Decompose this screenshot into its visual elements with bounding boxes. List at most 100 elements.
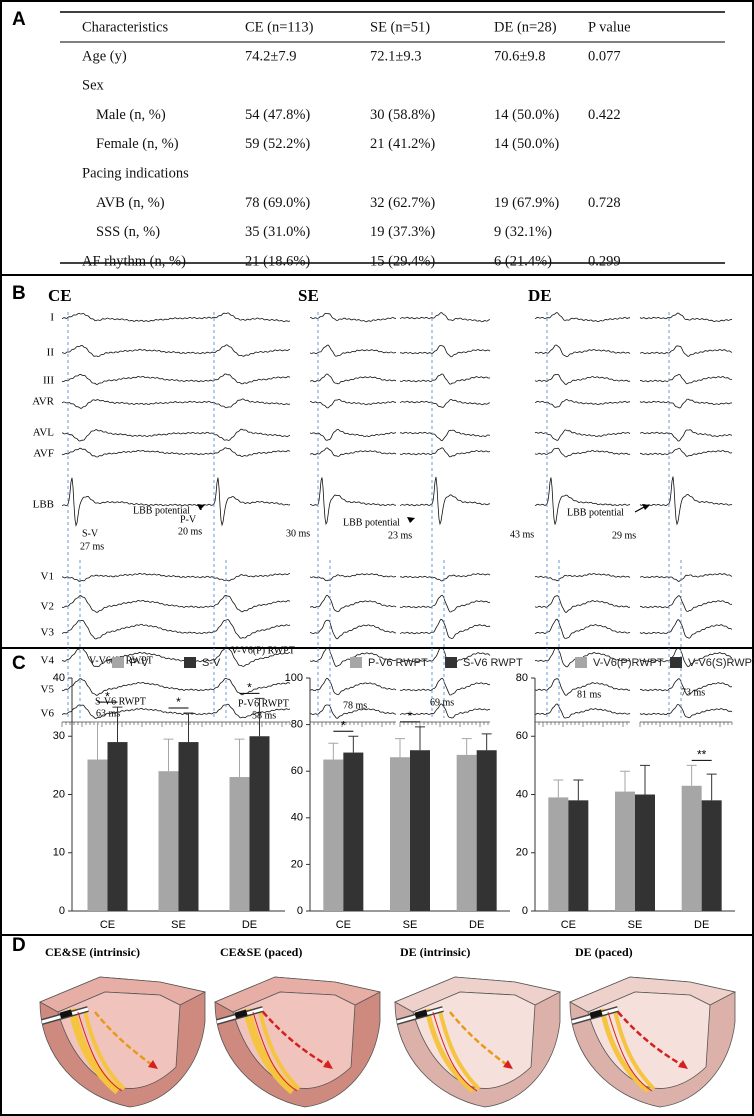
ecg-trace — [639, 398, 733, 409]
ecg-trace — [399, 312, 491, 323]
ecg-trace — [309, 594, 397, 613]
diagram-title: DE (paced) — [575, 945, 633, 959]
table-header: DE (n=28) — [494, 19, 557, 35]
table-cell: 15 (29.4%) — [370, 253, 435, 269]
lead-label: V5 — [41, 684, 55, 696]
x-tick-label: DE — [694, 919, 709, 931]
ecg-trace — [534, 312, 631, 323]
y-tick-label: 0 — [297, 905, 303, 917]
ecg-trace — [309, 619, 397, 640]
group-label: CE — [48, 286, 72, 305]
y-tick-label: 100 — [285, 672, 303, 684]
lead-label: II — [47, 347, 55, 359]
table-cell: 0.299 — [588, 253, 621, 269]
ecg-trace — [309, 573, 397, 582]
ecg-trace — [399, 447, 491, 458]
ecg-trace — [61, 594, 291, 613]
ecg-trace — [61, 619, 291, 640]
ecg-trace — [534, 678, 631, 696]
ecg-trace — [639, 703, 733, 719]
table-cell: 74.2±7.9 — [245, 48, 296, 64]
error-bar — [328, 742, 339, 760]
lead-label: AVL — [33, 427, 54, 439]
significance: * — [176, 695, 181, 709]
lead-label: I — [50, 312, 54, 324]
legend-label: S-V6 RWPT — [463, 657, 523, 669]
ecg-trace — [534, 447, 631, 458]
table-cell: 78 (69.0%) — [245, 195, 310, 211]
ecg-trace — [309, 704, 397, 719]
annotation: LBB potential — [343, 517, 400, 528]
bar — [323, 759, 344, 911]
table-header: SE (n=51) — [370, 19, 430, 35]
ecg-trace — [534, 573, 631, 582]
error-bar — [620, 770, 630, 792]
y-tick-label: 60 — [291, 765, 303, 777]
table-cell: 6 (21.4%) — [494, 253, 552, 269]
error-bar — [183, 712, 194, 743]
ecg-trace — [639, 345, 733, 357]
table-cell: 0.728 — [588, 195, 621, 211]
ecg-trace — [639, 619, 733, 639]
table-header: Characteristics — [82, 19, 169, 35]
x-tick-label: DE — [242, 919, 257, 931]
lead-label: V6 — [41, 708, 55, 720]
annotation: S-V — [82, 528, 99, 539]
lead-label: V4 — [41, 655, 55, 667]
lead-label: V1 — [41, 571, 54, 583]
bar — [410, 750, 430, 911]
bar — [548, 797, 569, 911]
legend-swatch — [445, 657, 457, 668]
ecg-trace — [61, 477, 291, 527]
bar — [456, 754, 477, 911]
activation-arrow — [77, 1011, 123, 1092]
arrow-head — [678, 1060, 688, 1069]
ecg-trace — [639, 429, 733, 442]
ecg-trace — [309, 677, 397, 696]
table-cell: Sex — [82, 78, 105, 94]
lead-label: V3 — [41, 627, 55, 639]
ecg-trace — [61, 677, 291, 696]
ecg-trace — [61, 312, 291, 323]
ecg-trace — [61, 344, 291, 358]
legend-swatch — [575, 657, 587, 668]
ecg-trace — [61, 428, 291, 442]
arrow-head — [407, 517, 415, 523]
annotation: 43 ms — [510, 529, 534, 540]
error-bar — [234, 738, 245, 778]
y-tick-label: 60 — [516, 730, 528, 742]
y-tick-label: 80 — [516, 672, 528, 684]
table-cell: SSS (n, %) — [96, 224, 160, 240]
legend-label: P-V6 RWPT — [368, 657, 428, 669]
annotation: 27 ms — [80, 541, 104, 552]
table-cell: 72.1±9.3 — [370, 48, 421, 64]
bar — [390, 757, 410, 911]
ecg-trace — [399, 476, 491, 526]
group-label: DE — [528, 286, 552, 305]
group-label: SE — [298, 286, 319, 305]
table-cell: 35 (31.0%) — [245, 224, 310, 240]
ecg-trace — [61, 447, 291, 458]
error-bar — [481, 733, 492, 751]
y-tick-label: 20 — [291, 858, 303, 870]
legend-label: P-V — [130, 657, 149, 669]
annotation: LBB potential — [133, 505, 190, 516]
bar — [615, 791, 635, 911]
ecg-trace — [534, 703, 631, 719]
table-cell: 70.6±9.8 — [494, 48, 545, 64]
table-cell: 14 (50.0%) — [494, 107, 559, 123]
annotation: 23 ms — [388, 530, 412, 541]
activation-arrow — [432, 1011, 478, 1092]
error-bar — [461, 738, 472, 755]
lead-label: III — [43, 375, 54, 387]
table-cell: 21 (41.2%) — [370, 136, 435, 152]
y-tick-label: 80 — [291, 719, 303, 731]
conduction-band — [257, 1006, 301, 1091]
ecg-trace — [534, 344, 631, 358]
table-cell: 30 (58.8%) — [370, 107, 435, 123]
table-cell: 19 (37.3%) — [370, 224, 435, 240]
y-tick-label: 30 — [53, 730, 65, 742]
ecg-trace — [399, 677, 491, 696]
lead-tip — [59, 1009, 73, 1019]
